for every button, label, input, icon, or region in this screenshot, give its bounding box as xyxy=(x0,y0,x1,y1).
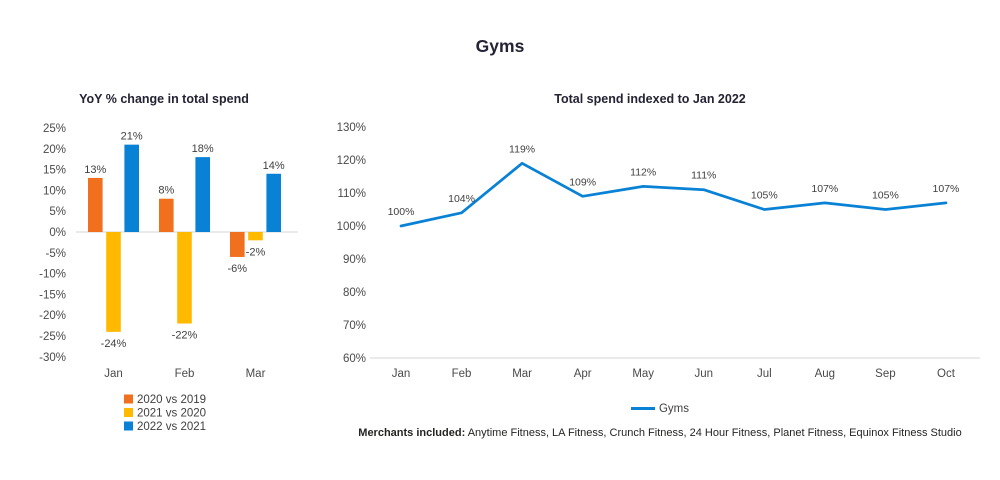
bar-jan-2021-vs-2020 xyxy=(106,232,121,332)
bar-value-label: 18% xyxy=(192,143,214,155)
bar-legend-label: 2020 vs 2019 xyxy=(137,394,206,406)
page-title: Gyms xyxy=(475,36,525,56)
point-value-label: 111% xyxy=(691,170,716,182)
bar-feb-2020-vs-2019 xyxy=(159,198,174,232)
point-value-label: 100% xyxy=(388,206,415,218)
x-tick-label: May xyxy=(632,368,654,380)
y-tick-label: 120% xyxy=(337,155,366,167)
y-tick-label: -20% xyxy=(39,310,66,322)
y-tick-label: 5% xyxy=(49,206,66,218)
y-tick-label: -25% xyxy=(39,331,66,343)
y-tick-label: 70% xyxy=(343,320,366,332)
merchants-footnote: Merchants included: Anytime Fitness, LA … xyxy=(320,427,1000,439)
line-chart-title: Total spend indexed to Jan 2022 xyxy=(554,92,746,106)
y-tick-label: 60% xyxy=(343,353,366,365)
bar-value-label: -6% xyxy=(228,263,248,275)
y-tick-label: 20% xyxy=(43,144,66,156)
line-chart: 130% 120% 110% 100% 90% 80% 70% 60% 100% Jan 104% F… xyxy=(337,122,980,380)
footnote-label: Merchants included: xyxy=(358,427,466,439)
y-tick-label: 100% xyxy=(337,221,366,233)
y-tick-label: 90% xyxy=(343,254,366,266)
trend-line xyxy=(399,161,948,228)
bar-mar-2021-vs-2020 xyxy=(248,232,263,241)
x-tick-label: Oct xyxy=(937,368,956,380)
y-tick-label: 130% xyxy=(337,122,366,134)
y-tick-label: -5% xyxy=(46,248,66,260)
footnote-text: Anytime Fitness, LA Fitness, Crunch Fitn… xyxy=(467,427,962,439)
x-tick-label: Aug xyxy=(815,368,835,380)
line-legend-swatch xyxy=(630,407,655,410)
bar-legend-label: 2021 vs 2020 xyxy=(137,408,206,420)
bar-value-label: 14% xyxy=(263,160,285,172)
point-value-label: 109% xyxy=(569,176,596,188)
x-tick-label: Jan xyxy=(104,368,123,380)
x-tick-label: Jan xyxy=(392,368,411,380)
y-tick-label: 0% xyxy=(49,227,66,239)
point-value-label: 119% xyxy=(509,143,535,155)
x-tick-label: Feb xyxy=(175,368,195,380)
x-tick-label: Feb xyxy=(452,368,472,380)
bar-value-label: 21% xyxy=(121,131,143,143)
bar-value-label: 13% xyxy=(84,164,106,176)
bar-legend-swatch xyxy=(124,408,133,417)
y-tick-label: 15% xyxy=(43,165,66,177)
point-value-label: 107% xyxy=(933,183,960,195)
y-tick-label: 25% xyxy=(43,123,66,135)
x-tick-label: Mar xyxy=(512,368,532,380)
point-value-label: 105% xyxy=(751,190,778,202)
bar-legend-swatch xyxy=(124,394,133,404)
y-tick-label: 110% xyxy=(337,188,366,200)
y-tick-label: -10% xyxy=(39,269,66,281)
point-value-label: 105% xyxy=(872,190,899,202)
bar-legend-swatch xyxy=(124,421,133,431)
point-value-label: 107% xyxy=(811,183,838,195)
point-value-label: 112% xyxy=(630,166,656,178)
y-tick-label: 10% xyxy=(43,185,66,197)
bar-chart-title: YoY % change in total spend xyxy=(79,92,249,106)
bar-value-label: -22% xyxy=(172,330,198,342)
y-tick-label: 80% xyxy=(343,287,366,299)
x-tick-label: Jun xyxy=(694,368,713,380)
x-tick-label: Apr xyxy=(574,368,592,380)
bar-jan-2020-vs-2019 xyxy=(88,177,103,232)
bar-mar-2020-vs-2019 xyxy=(230,232,245,257)
bar-feb-2022-vs-2021 xyxy=(195,157,210,232)
point-value-label: 104% xyxy=(448,193,475,205)
line-chart-legend: Gyms xyxy=(320,401,1000,416)
y-tick-label: -15% xyxy=(39,289,66,301)
bar-value-label: -2% xyxy=(246,246,266,258)
y-tick-label: -30% xyxy=(39,352,66,364)
bar-legend-label: 2022 vs 2021 xyxy=(137,421,206,433)
bar-chart: 25% 20% 15% 10% 5% 0% -5% -10% -15% -20% -25% -30% 1… xyxy=(39,123,298,433)
bar-value-label: -24% xyxy=(101,338,127,350)
line-legend-label: Gyms xyxy=(658,402,690,415)
x-tick-label: Jul xyxy=(757,368,772,380)
bar-mar-2022-vs-2021 xyxy=(266,173,281,232)
x-tick-label: Mar xyxy=(246,368,266,380)
bar-jan-2022-vs-2021 xyxy=(124,144,139,232)
bar-feb-2021-vs-2020 xyxy=(177,232,192,324)
bar-value-label: 8% xyxy=(158,185,174,197)
x-tick-label: Sep xyxy=(875,368,895,380)
